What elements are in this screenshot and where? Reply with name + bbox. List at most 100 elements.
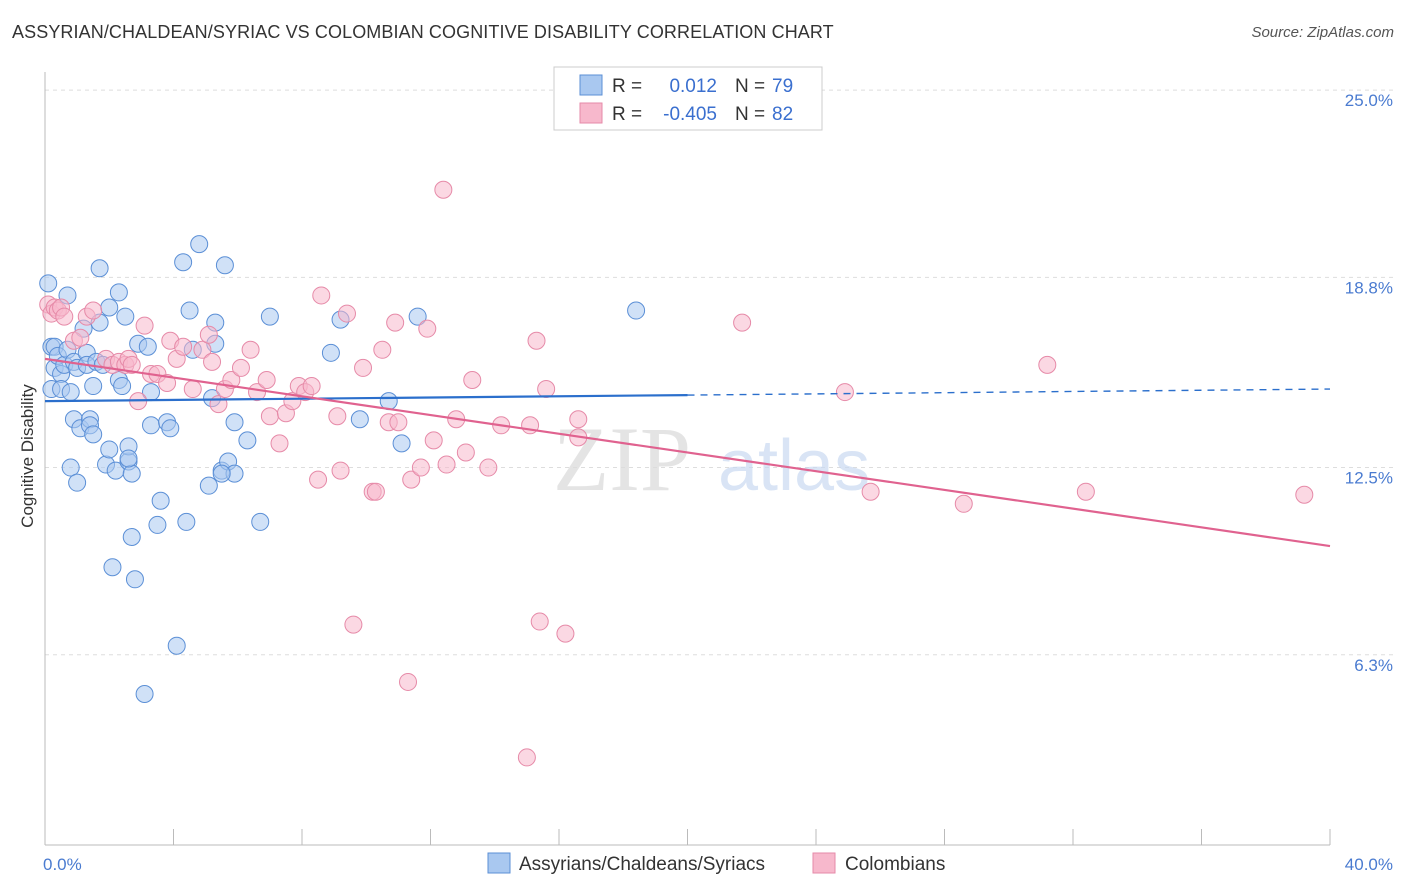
point-colombians xyxy=(1076,482,1095,501)
legend-swatch-blue xyxy=(579,74,603,96)
point-colombians xyxy=(55,307,74,326)
point-colombians xyxy=(309,470,328,489)
point-assyrians xyxy=(190,235,209,254)
point-assyrians xyxy=(135,685,154,704)
point-assyrians xyxy=(161,419,180,438)
legend-n-value-blue: 79 xyxy=(772,76,793,97)
y-tick-labels: 6.3% 12.5% 18.8% 25.0% xyxy=(1345,91,1393,675)
legend-n-label-blue: N = xyxy=(735,76,765,97)
legend-n-value-pink: 82 xyxy=(772,104,793,125)
point-assyrians xyxy=(148,515,167,534)
correlation-legend: R = 0.012 N = 79 R = -0.405 N = 82 xyxy=(553,66,823,131)
point-colombians xyxy=(183,380,202,399)
point-assyrians xyxy=(408,307,427,326)
point-colombians xyxy=(530,612,549,631)
point-colombians xyxy=(479,458,498,477)
point-assyrians xyxy=(215,256,234,275)
point-colombians xyxy=(209,395,228,414)
point-assyrians xyxy=(100,298,119,317)
point-assyrians xyxy=(321,343,340,362)
series-legend: Assyrians/Chaldeans/Syriacs Colombians xyxy=(487,852,945,875)
point-colombians xyxy=(954,494,973,513)
point-colombians xyxy=(71,328,90,347)
point-colombians xyxy=(231,358,250,377)
point-assyrians xyxy=(122,464,141,483)
point-colombians xyxy=(257,370,276,389)
point-assyrians xyxy=(61,458,80,477)
point-colombians xyxy=(424,431,443,450)
point-colombians xyxy=(241,340,260,359)
y-tick-label: 25.0% xyxy=(1345,91,1393,110)
point-colombians xyxy=(174,337,193,356)
legend-r-value-pink: -0.405 xyxy=(663,104,717,125)
point-colombians xyxy=(270,434,289,453)
point-colombians xyxy=(135,316,154,335)
point-colombians xyxy=(203,352,222,371)
point-colombians xyxy=(835,383,854,402)
point-colombians xyxy=(337,304,356,323)
point-assyrians xyxy=(251,512,270,531)
watermark: ZIP atlas xyxy=(553,408,870,510)
point-colombians xyxy=(122,355,141,374)
point-assyrians xyxy=(68,473,87,492)
x-tick-label-max: 40.0% xyxy=(1345,855,1393,874)
watermark-atlas: atlas xyxy=(718,426,870,506)
chart-title: ASSYRIAN/CHALDEAN/SYRIAC VS COLOMBIAN CO… xyxy=(12,22,834,42)
legend-r-value-blue: 0.012 xyxy=(669,76,717,97)
series-legend-label-blue: Assyrians/Chaldeans/Syriacs xyxy=(519,854,765,875)
series-assyrians-points xyxy=(39,235,646,704)
point-assyrians xyxy=(142,416,161,435)
point-assyrians xyxy=(180,301,199,320)
point-colombians xyxy=(1038,355,1057,374)
point-colombians xyxy=(733,313,752,332)
point-assyrians xyxy=(212,464,231,483)
point-assyrians xyxy=(90,259,109,278)
series-legend-label-pink: Colombians xyxy=(845,854,945,875)
legend-n-label-pink: N = xyxy=(735,104,765,125)
axes xyxy=(44,72,1330,846)
trend-line-assyrians-extension xyxy=(687,388,1331,396)
point-colombians xyxy=(437,455,456,474)
point-colombians xyxy=(222,370,241,389)
legend-r-label-blue: R = xyxy=(612,76,642,97)
point-assyrians xyxy=(119,449,138,468)
y-axis-label: Cognitive Disability xyxy=(18,384,37,528)
y-tick-label: 6.3% xyxy=(1354,656,1393,675)
point-colombians xyxy=(84,301,103,320)
point-colombians xyxy=(418,319,437,338)
point-colombians xyxy=(193,340,212,359)
point-assyrians xyxy=(122,528,141,547)
point-colombians xyxy=(556,624,575,643)
y-tick-label: 12.5% xyxy=(1345,469,1393,488)
point-colombians xyxy=(389,413,408,432)
trend-line-colombians xyxy=(44,357,1331,548)
point-assyrians xyxy=(116,307,135,326)
point-colombians xyxy=(517,748,536,767)
point-assyrians xyxy=(109,283,128,302)
point-assyrians xyxy=(225,413,244,432)
point-colombians xyxy=(463,370,482,389)
chart-source: Source: ZipAtlas.com xyxy=(1251,24,1394,41)
point-assyrians xyxy=(103,558,122,577)
point-assyrians xyxy=(167,636,186,655)
point-colombians xyxy=(331,461,350,480)
point-assyrians xyxy=(350,410,369,429)
x-tick-labels: 0.0% 40.0% xyxy=(43,855,1393,874)
point-assyrians xyxy=(61,383,80,402)
point-colombians xyxy=(434,180,453,199)
y-tick-label: 18.8% xyxy=(1345,278,1393,297)
point-colombians xyxy=(537,380,556,399)
point-colombians xyxy=(399,672,418,691)
point-assyrians xyxy=(627,301,646,320)
point-assyrians xyxy=(84,425,103,444)
point-colombians xyxy=(328,407,347,426)
point-colombians xyxy=(861,482,880,501)
point-colombians xyxy=(456,443,475,462)
point-colombians xyxy=(199,325,218,344)
x-tick-label-min: 0.0% xyxy=(43,855,82,874)
point-colombians xyxy=(569,410,588,429)
point-assyrians xyxy=(125,570,144,589)
legend-swatch-pink xyxy=(579,102,603,124)
series-legend-swatch-blue xyxy=(487,852,511,874)
